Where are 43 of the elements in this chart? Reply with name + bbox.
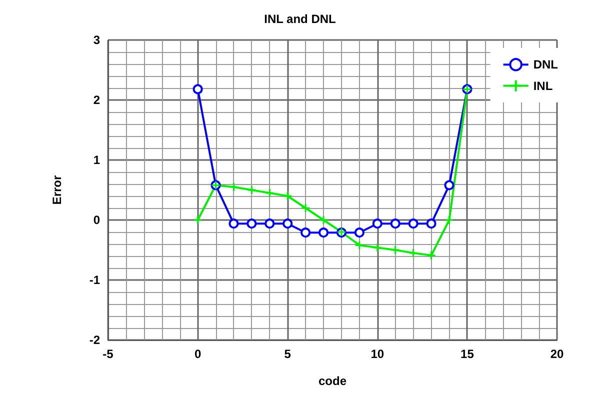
chart-title: INL and DNL	[264, 12, 336, 26]
legend-label: INL	[533, 78, 553, 93]
point	[372, 218, 382, 229]
point	[372, 242, 382, 252]
point	[318, 215, 328, 225]
y-axis-title: Error	[50, 175, 64, 205]
point	[193, 215, 203, 225]
point	[282, 218, 293, 229]
point	[408, 248, 418, 258]
y-tick-label: -1	[89, 273, 100, 287]
point	[228, 182, 238, 192]
point	[300, 228, 311, 238]
point	[246, 218, 257, 229]
x-tick-label: 5	[284, 347, 292, 361]
point	[318, 228, 329, 238]
point	[192, 84, 203, 94]
point	[282, 191, 292, 201]
point	[444, 215, 454, 225]
point	[246, 185, 256, 195]
point	[354, 228, 364, 238]
point	[264, 218, 275, 229]
y-tick-label: -2	[89, 333, 100, 347]
y-tick-label: 3	[93, 33, 100, 47]
x-tick-label: 20	[550, 347, 564, 361]
point	[408, 218, 418, 229]
point	[354, 240, 364, 250]
point	[426, 218, 436, 229]
x-tick-label: -5	[102, 347, 114, 361]
point	[300, 203, 310, 213]
point	[426, 250, 436, 260]
x-axis-title: code	[318, 374, 347, 388]
y-tick-label: 1	[93, 153, 100, 167]
point	[264, 188, 274, 198]
x-tick-label: 0	[194, 347, 202, 361]
y-tick-label: 0	[93, 213, 100, 227]
x-tick-label: 10	[370, 347, 384, 361]
point	[390, 245, 400, 255]
legend-label: DNL	[533, 58, 558, 72]
x-tick-label: 15	[460, 347, 474, 361]
point	[390, 218, 400, 229]
y-tick-label: 2	[93, 93, 100, 107]
point	[228, 218, 239, 229]
point	[444, 180, 454, 190]
